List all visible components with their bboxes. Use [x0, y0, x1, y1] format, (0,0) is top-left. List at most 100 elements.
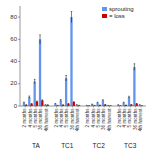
error-bar — [47, 104, 49, 105]
error-line — [118, 104, 119, 105]
error-line — [55, 103, 56, 105]
error-cap — [123, 102, 125, 103]
error-cap — [108, 105, 110, 106]
error-cap — [91, 104, 93, 105]
error-cap — [102, 99, 104, 100]
error-cap — [131, 104, 133, 105]
bar — [65, 78, 67, 106]
error-cap — [125, 105, 127, 106]
y-axis-line — [20, 6, 21, 106]
x-tick — [46, 106, 47, 108]
error-line — [45, 104, 46, 105]
bar — [136, 104, 138, 106]
group-label: TA — [32, 142, 40, 149]
error-cap — [42, 99, 44, 100]
legend: sprouting= loss — [102, 6, 134, 19]
group-label: TC3 — [124, 142, 137, 149]
bars — [23, 12, 143, 106]
error-line — [42, 100, 43, 101]
x-tick — [78, 106, 79, 108]
error-cap — [78, 105, 80, 106]
bar — [36, 102, 38, 106]
legend-swatch — [102, 14, 107, 18]
error-cap — [57, 105, 59, 106]
y-tick-label: 0 — [14, 103, 18, 109]
error-cap — [136, 103, 138, 104]
x-tick-label: 4 months — [28, 108, 33, 128]
x-tick — [35, 106, 36, 108]
y-axis: 020406080 — [10, 6, 20, 109]
error-bar — [23, 102, 25, 103]
bar — [133, 67, 135, 106]
error-bar — [136, 103, 138, 105]
error-bar — [45, 104, 47, 105]
error-line — [92, 104, 93, 105]
error-line — [123, 102, 124, 104]
group-label: TC2 — [93, 142, 106, 149]
x-tick-label: 4 months — [91, 108, 96, 128]
x-tick-label: 2 months — [54, 108, 59, 128]
error-cap — [86, 105, 88, 106]
bar — [67, 104, 69, 106]
error-line — [76, 104, 77, 105]
error-line — [129, 96, 130, 98]
error-cap — [60, 99, 62, 100]
x-tick-label: 5 months — [64, 108, 69, 128]
error-bar — [139, 104, 141, 105]
error-cap — [25, 104, 27, 105]
error-cap — [55, 103, 57, 104]
bar — [123, 103, 125, 106]
error-bar — [128, 96, 130, 98]
bar — [128, 97, 130, 106]
bar — [34, 82, 36, 106]
error-bar — [31, 103, 33, 104]
error-line — [34, 79, 35, 83]
legend-swatch — [102, 7, 107, 11]
x-tick — [93, 106, 94, 108]
x-tick — [30, 106, 31, 108]
x-tick-label: 2 months — [85, 108, 90, 128]
x-tick — [124, 106, 125, 108]
x-tick — [119, 106, 120, 108]
error-line — [139, 104, 140, 105]
error-bar — [42, 100, 44, 101]
error-bar — [71, 12, 73, 23]
error-line — [66, 75, 67, 81]
error-cap — [36, 101, 38, 102]
x-axis: 2 months4 months5 months36 months4th har… — [20, 106, 146, 131]
error-bar — [125, 105, 127, 106]
error-line — [136, 103, 137, 105]
x-tick-label: 4th harvest — [107, 108, 112, 131]
error-line — [71, 12, 72, 23]
bar — [96, 103, 98, 106]
x-tick — [87, 106, 88, 108]
error-cap — [104, 104, 106, 105]
error-cap — [73, 101, 75, 102]
x-tick — [72, 106, 73, 108]
error-bar — [28, 96, 30, 98]
x-tick — [140, 106, 141, 108]
error-cap — [134, 63, 136, 64]
x-tick — [104, 106, 105, 108]
bar — [60, 100, 62, 106]
legend-label: sprouting — [109, 6, 134, 12]
error-bar — [97, 102, 99, 104]
x-tick — [61, 106, 62, 108]
x-tick — [135, 106, 136, 108]
bar — [28, 97, 30, 106]
error-cap — [139, 104, 141, 105]
error-line — [68, 103, 69, 105]
error-line — [26, 104, 27, 105]
error-cap — [97, 102, 99, 103]
error-cap — [117, 104, 119, 105]
error-cap — [45, 104, 47, 105]
x-tick-label: 2 months — [22, 108, 27, 128]
error-line — [97, 102, 98, 104]
error-line — [47, 104, 48, 105]
y-tick-label: 80 — [10, 14, 17, 20]
error-line — [125, 105, 126, 106]
bar — [23, 103, 25, 106]
error-cap — [28, 96, 30, 97]
x-tick — [109, 106, 110, 108]
legend-label: = loss — [109, 13, 125, 19]
